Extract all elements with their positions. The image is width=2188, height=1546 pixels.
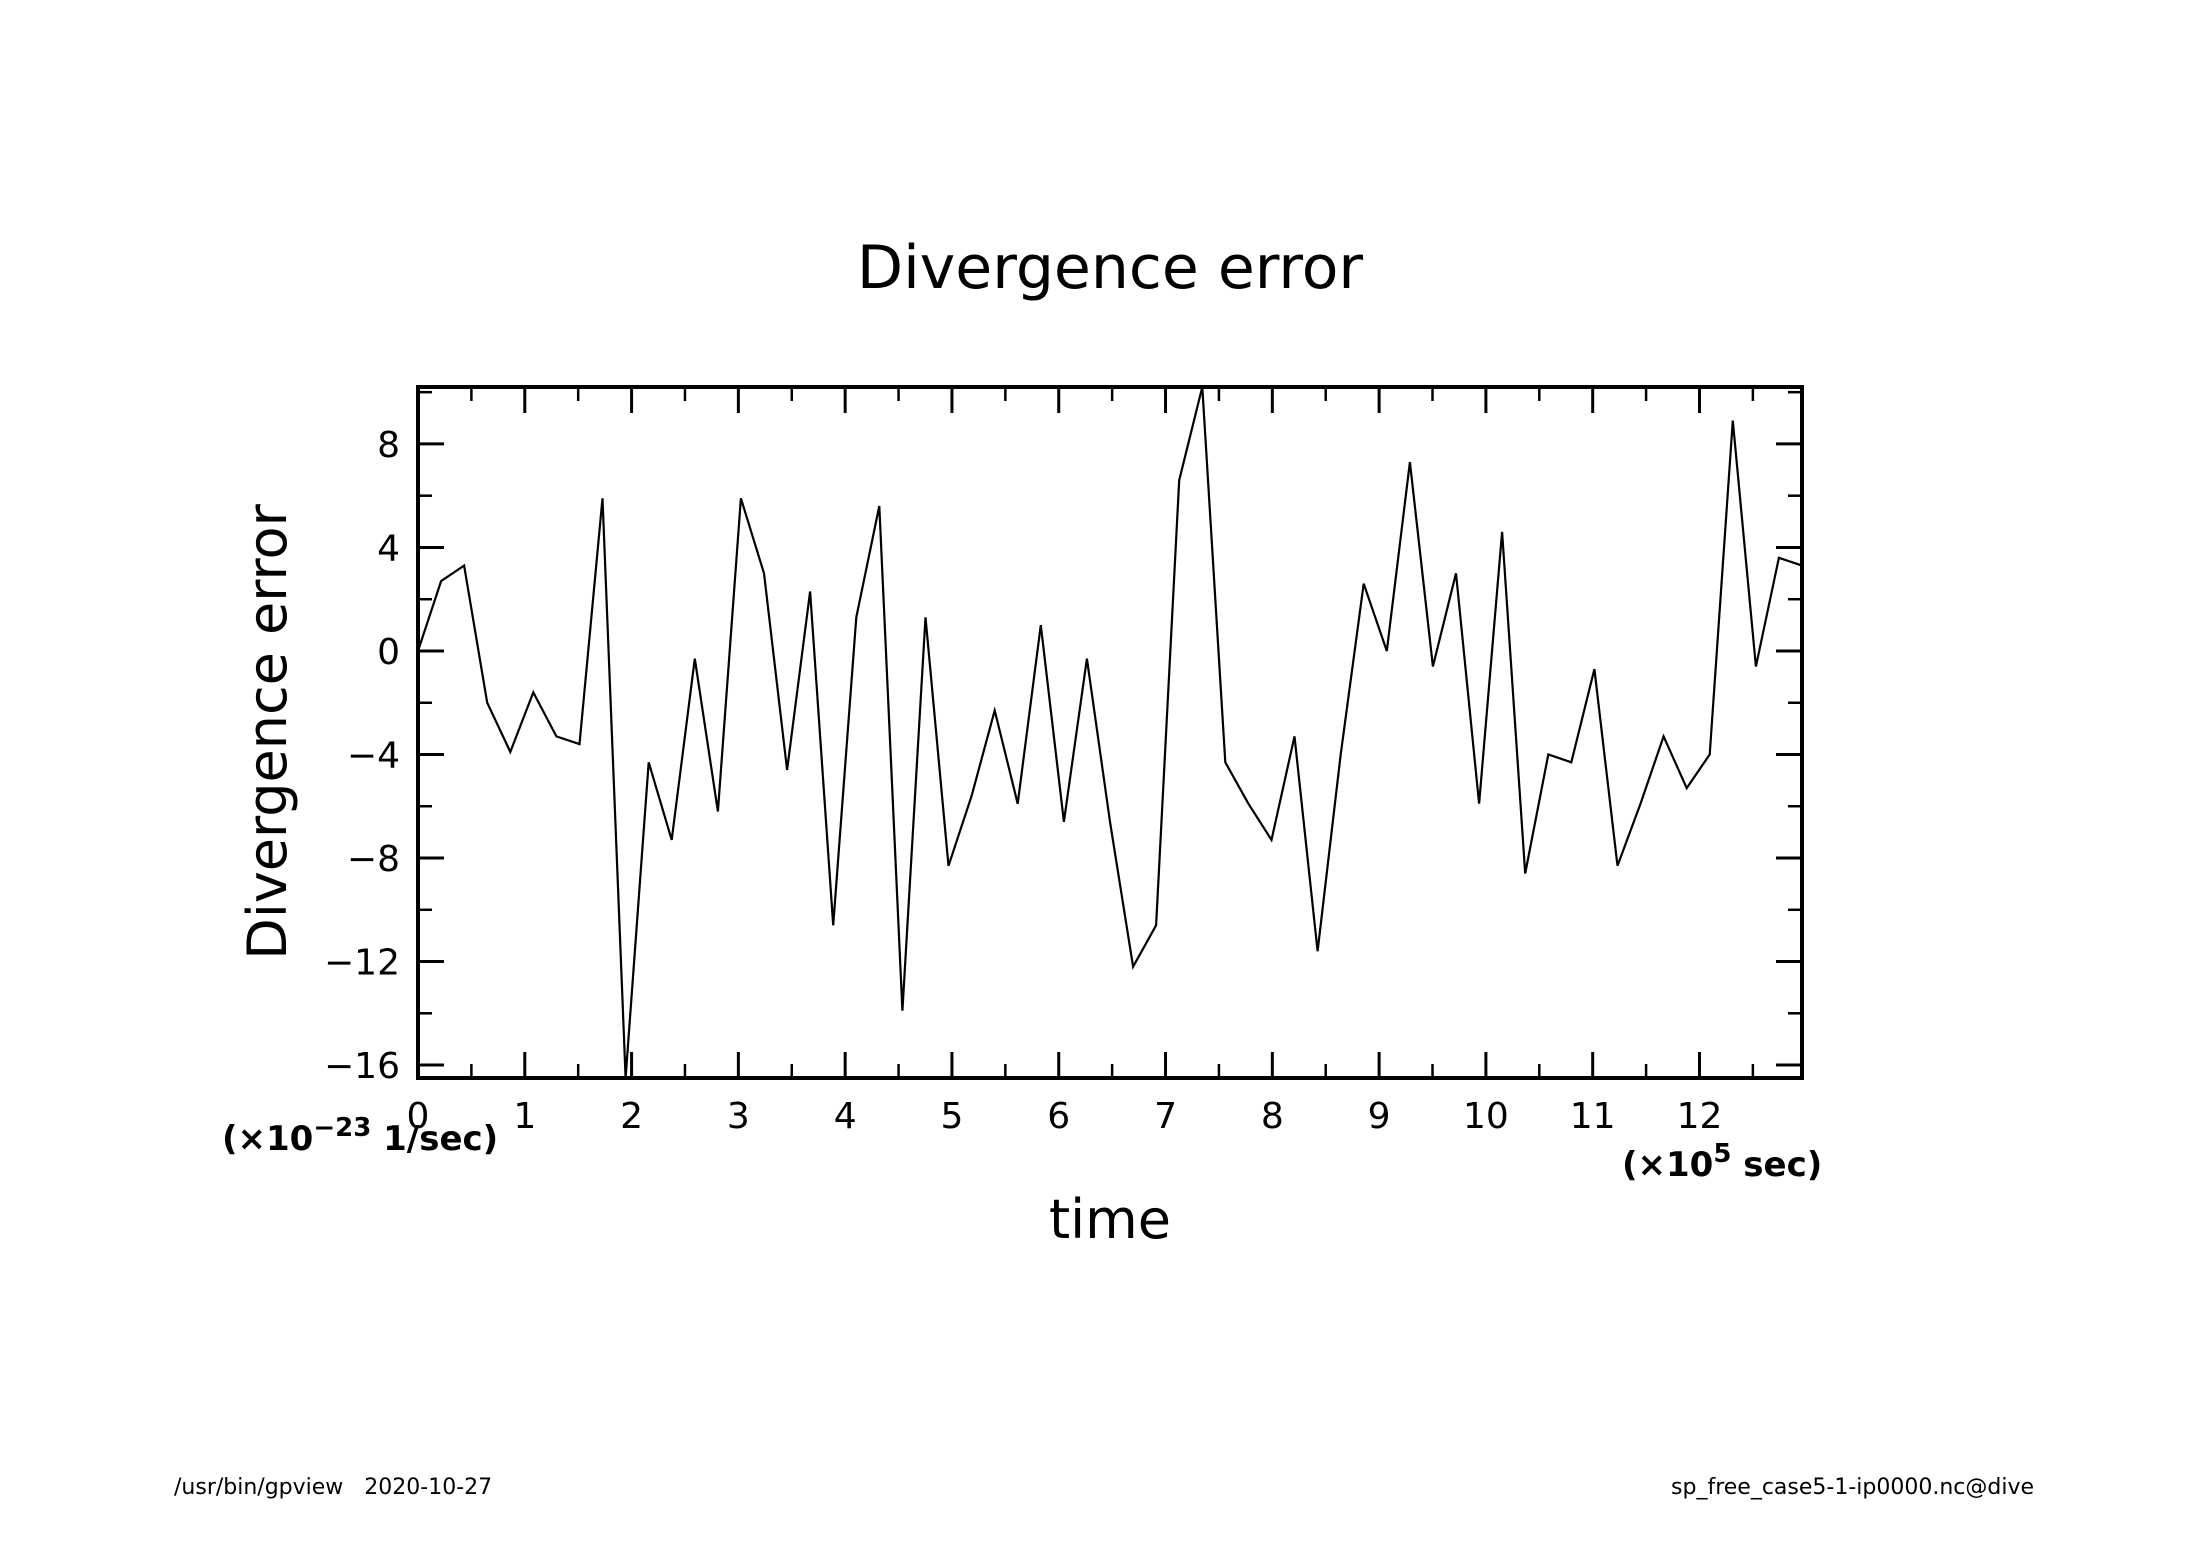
y-tick-label: −8 (347, 839, 400, 880)
y-unit-label: (×10−23 1/sec) (222, 1113, 498, 1159)
y-axis-tick-labels: −16 −12 −8 −4 0 4 8 (324, 425, 400, 1087)
y-tick-label: 4 (377, 528, 400, 569)
x-tick-label: 0 (407, 1096, 430, 1137)
y-axis-ticks (418, 390, 1802, 1067)
x-tick-label: 9 (1368, 1096, 1391, 1137)
y-axis-label: Divergence error (236, 503, 299, 959)
x-tick-label: 1 (513, 1096, 536, 1137)
y-tick-label: −16 (324, 1046, 400, 1087)
x-tick-label: 7 (1154, 1096, 1177, 1137)
x-tick-label: 10 (1463, 1096, 1509, 1137)
x-axis-tick-labels: 0 1 2 3 4 5 6 7 8 9 10 11 12 (407, 1096, 1723, 1137)
x-tick-label: 4 (834, 1096, 857, 1137)
chart-title: Divergence error (857, 233, 1363, 303)
x-axis-label: time (1049, 1188, 1171, 1251)
x-tick-label: 3 (727, 1096, 750, 1137)
footer-filename: sp_free_case5-1-ip0000.nc@dive (1671, 1475, 2034, 1500)
x-unit-label: (×105 sec) (1622, 1139, 1822, 1185)
x-tick-label: 5 (940, 1096, 963, 1137)
x-axis-ticks (416, 387, 1755, 1078)
x-tick-label: 2 (620, 1096, 643, 1137)
y-tick-label: −12 (324, 943, 400, 984)
y-tick-label: 0 (377, 632, 400, 673)
x-tick-label: 6 (1047, 1096, 1070, 1137)
y-tick-label: −4 (347, 735, 400, 776)
x-tick-label: 12 (1677, 1096, 1723, 1137)
plot-frame (416, 385, 1804, 1080)
x-tick-label: 11 (1570, 1096, 1616, 1137)
series-line (416, 386, 1803, 1079)
y-tick-label: 8 (377, 425, 400, 466)
footer-command-date: /usr/bin/gpview 2020-10-27 (174, 1475, 492, 1500)
x-tick-label: 8 (1261, 1096, 1284, 1137)
